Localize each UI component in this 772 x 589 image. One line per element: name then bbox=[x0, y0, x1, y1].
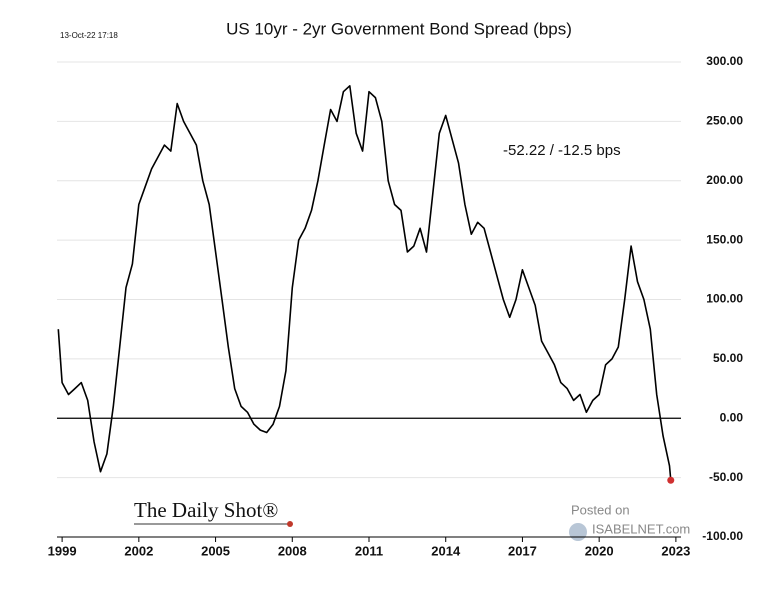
y-tick-label: -50.00 bbox=[709, 470, 743, 484]
x-tick-label: 2008 bbox=[278, 543, 307, 558]
source-logo: The Daily Shot® bbox=[134, 498, 278, 522]
y-tick-label: 150.00 bbox=[706, 232, 743, 246]
y-tick-label: 50.00 bbox=[713, 351, 743, 365]
y-tick-label: 300.00 bbox=[706, 54, 743, 68]
posted-on: Posted on bbox=[571, 502, 630, 517]
x-tick-label: 2023 bbox=[661, 543, 690, 558]
annotation: -52.22 / -12.5 bps bbox=[503, 142, 621, 159]
watermark-icon bbox=[569, 523, 587, 541]
y-tick-label: -100.00 bbox=[702, 529, 743, 543]
y-tick-label: 100.00 bbox=[706, 292, 743, 306]
series-line bbox=[57, 85, 672, 481]
logo-dot bbox=[287, 521, 293, 527]
x-tick-label: 1999 bbox=[48, 543, 77, 558]
y-tick-label: 0.00 bbox=[720, 410, 744, 424]
watermark: ISABELNET.com bbox=[592, 521, 690, 536]
x-tick-label: 2020 bbox=[585, 543, 614, 558]
x-tick-label: 2017 bbox=[508, 543, 537, 558]
last-point bbox=[667, 476, 675, 484]
y-tick-label: 250.00 bbox=[706, 114, 743, 128]
x-tick-label: 2014 bbox=[431, 543, 461, 558]
chart-title: US 10yr - 2yr Government Bond Spread (bp… bbox=[226, 19, 572, 38]
timestamp: 13-Oct-22 17:18 bbox=[60, 31, 118, 40]
x-tick-label: 2002 bbox=[124, 543, 153, 558]
y-tick-label: 200.00 bbox=[706, 173, 743, 187]
x-tick-label: 2005 bbox=[201, 543, 230, 558]
x-tick-label: 2011 bbox=[355, 543, 383, 558]
